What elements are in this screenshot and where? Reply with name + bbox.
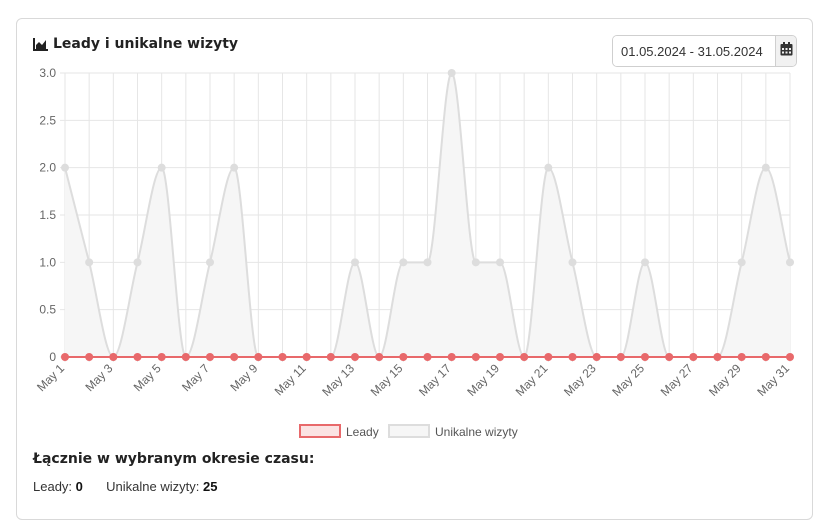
calendar-button[interactable]	[775, 36, 796, 66]
x-tick-label: May 15	[368, 361, 406, 399]
summary-heading: Łącznie w wybranym okresie czasu:	[33, 451, 315, 467]
point-unikalne-wizyty	[423, 258, 432, 267]
point-unikalne-wizyty	[737, 258, 746, 267]
legend-swatch-leady	[299, 424, 341, 438]
legend: Leady Unikalne wizyty	[299, 424, 518, 439]
calendar-icon	[780, 41, 793, 61]
point-unikalne-wizyty	[447, 69, 456, 77]
point-unikalne-wizyty	[568, 258, 577, 267]
point-leady	[278, 353, 287, 361]
point-leady	[447, 353, 456, 361]
point-leady	[544, 353, 553, 361]
point-leady	[109, 353, 118, 361]
card-title-text: Leady i unikalne wizyty	[53, 36, 239, 52]
point-unikalne-wizyty	[786, 258, 794, 267]
leads-label: Leady:	[33, 479, 73, 494]
point-leady	[157, 353, 166, 361]
x-tick-label: May 11	[272, 361, 309, 398]
point-leady	[206, 353, 214, 361]
point-leady	[423, 353, 432, 361]
date-range-input[interactable]	[613, 36, 775, 66]
x-tick-label: May 27	[658, 361, 696, 399]
x-tick-label: May 19	[464, 361, 502, 399]
x-tick-label: May 9	[227, 361, 260, 394]
point-leady	[665, 353, 674, 361]
point-unikalne-wizyty	[761, 163, 770, 172]
legend-swatch-unikalne-wizyty	[388, 424, 430, 438]
point-leady	[302, 353, 311, 361]
summary-values: Leady: 0 Unikalne wizyty: 25	[33, 479, 217, 494]
x-tick-label: May 31	[754, 361, 792, 399]
point-unikalne-wizyty	[157, 163, 166, 172]
point-leady	[230, 353, 239, 361]
point-leady	[85, 353, 94, 361]
point-leady	[737, 353, 746, 361]
x-tick-label: May 7	[179, 361, 212, 394]
point-unikalne-wizyty	[399, 258, 408, 267]
y-tick-label: 3.0	[39, 66, 56, 80]
point-leady	[351, 353, 359, 361]
x-tick-label: May 1	[34, 361, 67, 394]
point-unikalne-wizyty	[133, 258, 142, 267]
point-unikalne-wizyty	[206, 258, 214, 267]
point-leady	[713, 353, 722, 361]
point-leady	[133, 353, 142, 361]
visits-label: Unikalne wizyty:	[106, 479, 200, 494]
x-tick-label: May 21	[513, 361, 551, 399]
x-tick-label: May 13	[319, 361, 357, 399]
y-tick-label: 1.5	[39, 208, 56, 222]
point-leady	[375, 353, 384, 361]
x-tick-label: May 17	[416, 361, 454, 399]
point-unikalne-wizyty	[351, 258, 359, 267]
y-tick-label: 2.5	[39, 113, 56, 127]
point-leady	[689, 353, 698, 361]
legend-label-leady: Leady	[346, 425, 379, 439]
x-tick-label: May 25	[609, 361, 647, 399]
point-leady	[592, 353, 601, 361]
area-unikalne-wizyty	[65, 73, 790, 357]
date-range-picker	[612, 35, 797, 67]
leads-value: 0	[75, 479, 83, 494]
point-unikalne-wizyty	[471, 258, 480, 267]
point-unikalne-wizyty	[496, 258, 504, 267]
card-title: Leady i unikalne wizyty	[33, 36, 238, 52]
area-chart-icon	[33, 37, 48, 51]
x-tick-label: May 23	[561, 361, 599, 399]
point-leady	[641, 353, 649, 361]
point-unikalne-wizyty	[641, 258, 649, 267]
point-leady	[399, 353, 408, 361]
point-unikalne-wizyty	[85, 258, 94, 267]
point-leady	[568, 353, 577, 361]
visits-value: 25	[202, 479, 218, 494]
x-tick-label: May 5	[131, 361, 164, 394]
point-leady	[761, 353, 770, 361]
legend-label-unikalne-wizyty: Unikalne wizyty	[435, 425, 518, 439]
point-unikalne-wizyty	[61, 163, 69, 172]
point-leady	[254, 353, 263, 361]
point-leady	[616, 353, 625, 361]
point-leady	[786, 353, 794, 361]
point-leady	[61, 353, 69, 361]
y-tick-label: 2.0	[39, 161, 56, 175]
line-unikalne-wizyty	[64, 71, 791, 359]
point-unikalne-wizyty	[544, 163, 553, 172]
y-tick-label: 0.5	[39, 303, 56, 317]
y-tick-label: 0	[49, 350, 56, 364]
y-tick-label: 1.0	[39, 255, 56, 269]
point-leady	[181, 353, 190, 361]
point-leady	[496, 353, 504, 361]
point-leady	[520, 353, 529, 361]
point-leady	[326, 353, 335, 361]
point-leady	[471, 353, 480, 361]
x-tick-label: May 29	[706, 361, 744, 399]
point-unikalne-wizyty	[230, 163, 239, 172]
x-tick-label: May 3	[82, 361, 115, 394]
